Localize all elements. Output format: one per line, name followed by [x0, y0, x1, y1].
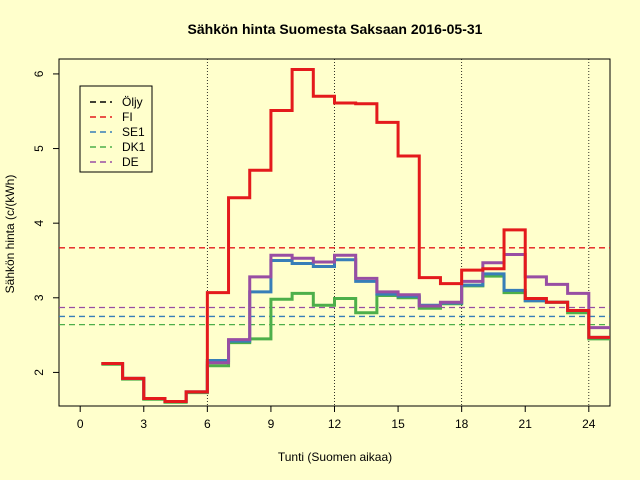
x-tick-label: 18: [455, 417, 469, 431]
x-tick-label: 12: [328, 417, 342, 431]
y-tick-label: 4: [32, 220, 46, 227]
series-line-dk1: [101, 274, 610, 404]
x-tick-label: 15: [391, 417, 405, 431]
legend-label: Öljy: [122, 95, 143, 109]
plot-area: 0 3 6 9 12 15 18 21 24 2 3 4 5 6: [32, 58, 611, 431]
y-axis-label: Sähkön hinta (c/(kWh): [3, 175, 17, 294]
y-tick-label: 2: [32, 369, 46, 376]
chart-title: Sähkön hinta Suomesta Saksaan 2016-05-31: [188, 21, 483, 37]
x-tick-label: 3: [140, 417, 147, 431]
x-tick-label: 9: [268, 417, 275, 431]
x-tick-label: 21: [519, 417, 533, 431]
x-axis-label: Tunti (Suomen aikaa): [278, 450, 392, 464]
x-tick-label: 0: [77, 417, 84, 431]
series-line-se1: [101, 258, 610, 404]
series-line-fi: [101, 67, 610, 404]
x-tick-label: 6: [204, 417, 211, 431]
legend-box: [79, 85, 153, 173]
x-tick-label: 24: [582, 417, 596, 431]
y-tick-label: 3: [32, 294, 46, 301]
legend-label: DK1: [122, 140, 146, 154]
legend-label: FI: [122, 110, 133, 124]
legend-label: SE1: [122, 125, 145, 139]
y-tick-label: 6: [32, 70, 46, 77]
legend-label: DE: [122, 155, 139, 169]
y-tick-label: 5: [32, 145, 46, 152]
series-line-de: [101, 253, 610, 404]
